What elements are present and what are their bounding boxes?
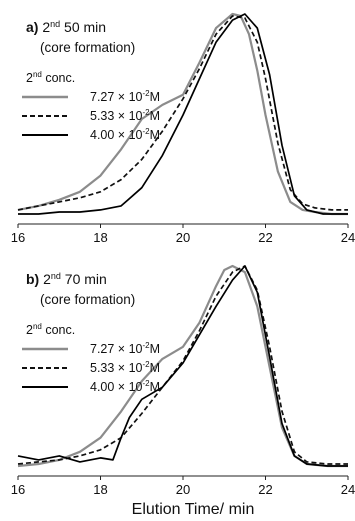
x-tick-label: 18 bbox=[93, 482, 107, 497]
panel-a: 16 18 20 22 24 a) 2nd 50 min (core formation) 2… bbox=[11, 12, 355, 245]
panel-title: b) 2nd 70 min bbox=[26, 271, 107, 287]
legend-title: 2nd conc. bbox=[26, 70, 75, 85]
panel-title: a) 2nd 50 min bbox=[26, 19, 106, 35]
series-line-2 bbox=[17, 15, 348, 211]
x-tick-label: 16 bbox=[11, 482, 25, 497]
panel-b: 16 18 20 22 24 b) 2nd 70 min (core formation) 2… bbox=[11, 264, 355, 518]
x-tick-label: 24 bbox=[341, 230, 355, 245]
x-tick-label: 16 bbox=[11, 230, 25, 245]
series-line-3 bbox=[18, 13, 348, 215]
legend-label-3: 4.00 × 10-2M bbox=[90, 127, 160, 142]
legend-label-1: 7.27 × 10-2M bbox=[90, 89, 160, 104]
panel-subtitle: (core formation) bbox=[40, 292, 135, 307]
x-tick-label: 24 bbox=[341, 482, 355, 497]
legend-title: 2nd conc. bbox=[26, 322, 75, 337]
legend-label-3: 4.00 × 10-2M bbox=[90, 379, 160, 394]
legend-label-1: 7.27 × 10-2M bbox=[90, 341, 160, 356]
series-line-2 bbox=[17, 265, 348, 465]
x-tick-label: 20 bbox=[176, 482, 190, 497]
x-tick-label: 22 bbox=[258, 482, 272, 497]
series-line-1 bbox=[17, 12, 348, 216]
legend-label-2: 5.33 × 10-2M bbox=[90, 360, 160, 375]
legend-label-2: 5.33 × 10-2M bbox=[90, 108, 160, 123]
series-line-3 bbox=[17, 265, 348, 467]
panel-subtitle: (core formation) bbox=[40, 40, 135, 55]
x-tick-label: 22 bbox=[258, 230, 272, 245]
x-tick-label: 18 bbox=[93, 230, 107, 245]
x-axis-label: Elution Time/ min bbox=[132, 501, 255, 518]
x-tick-label: 20 bbox=[176, 230, 190, 245]
